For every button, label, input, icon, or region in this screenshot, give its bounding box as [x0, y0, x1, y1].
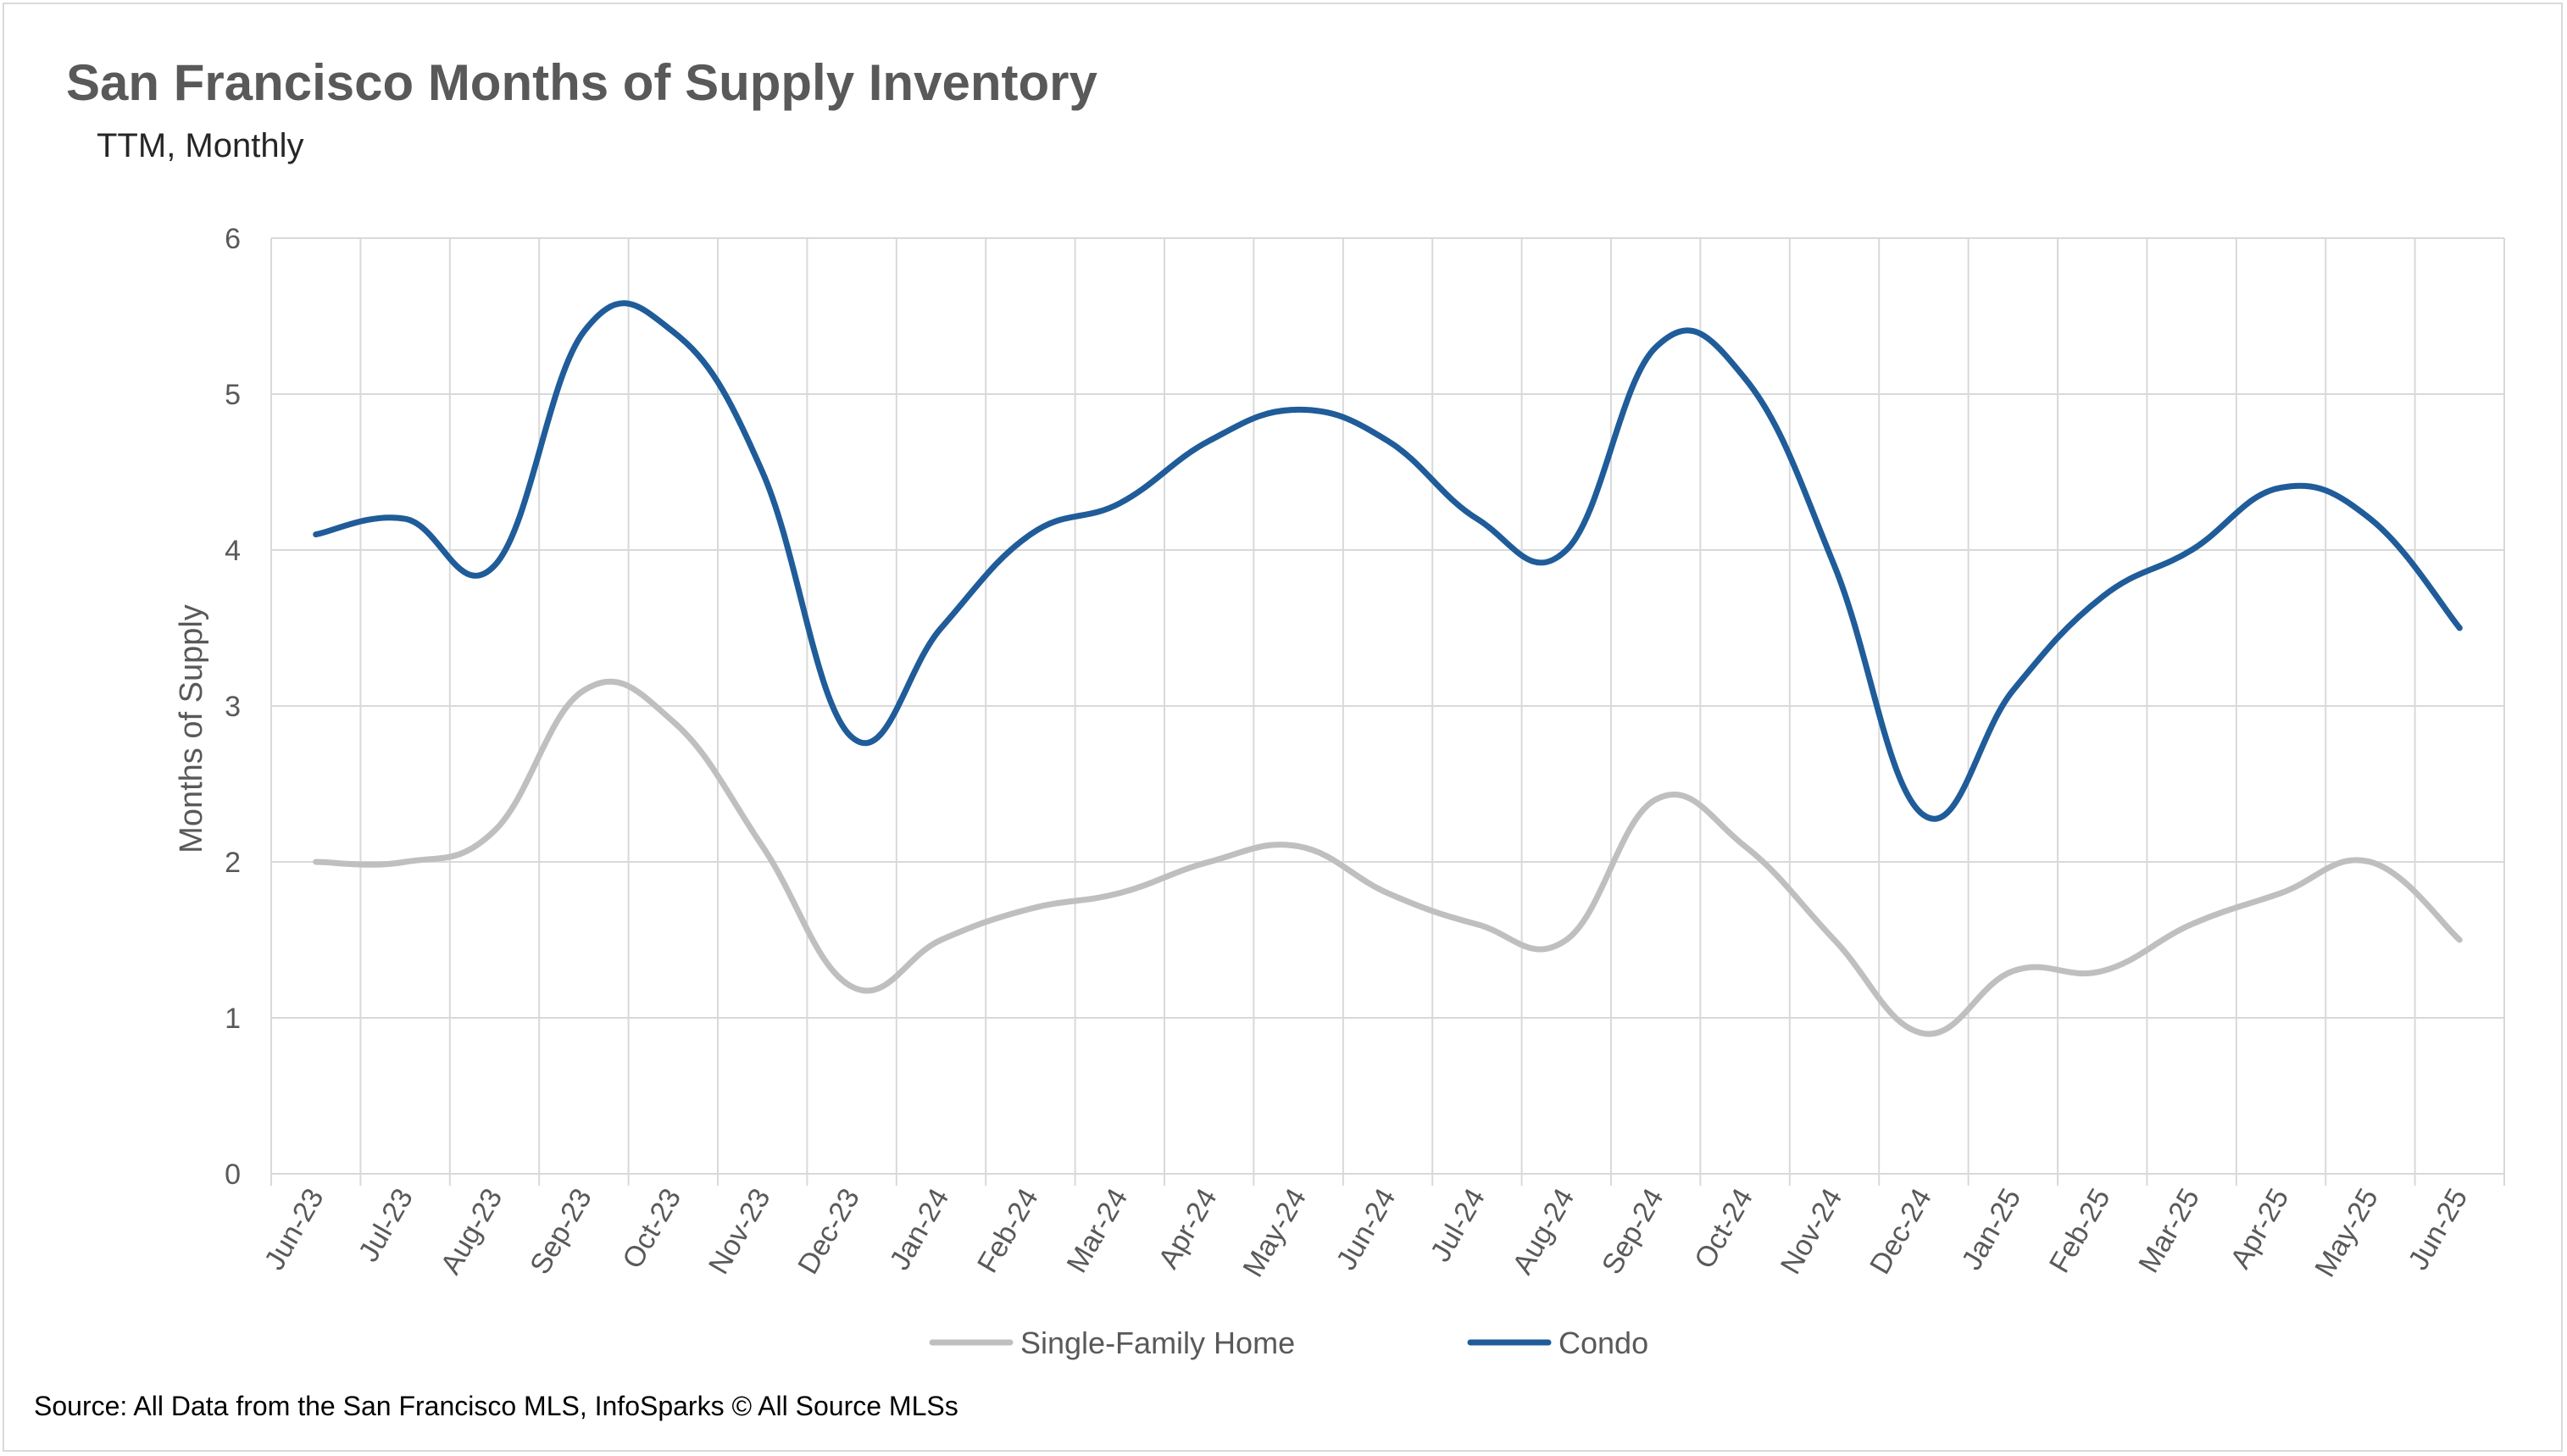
- x-tick-label-Oct-23: Oct-23: [616, 1183, 687, 1274]
- chart-subtitle: TTM, Monthly: [97, 127, 303, 164]
- x-tick-label-Sep-24: Sep-24: [1596, 1183, 1670, 1280]
- x-tick-label-Oct-24: Oct-24: [1688, 1183, 1759, 1274]
- legend-label-condo: Condo: [1559, 1325, 1648, 1360]
- grid: [270, 237, 2505, 1186]
- y-tick-label-5: 5: [225, 379, 241, 411]
- x-axis-ticks: Jun-23 Jul-23 Aug-23 Sep-23 Oct-23 Nov-23 Dec-…: [258, 1183, 2474, 1282]
- x-tick-label-May-24: May-24: [1236, 1183, 1313, 1282]
- y-tick-label-3: 3: [225, 691, 241, 723]
- series-line-condo: [313, 300, 2463, 822]
- x-tick-label-Sep-23: Sep-23: [524, 1183, 598, 1280]
- x-tick-label-Mar-25: Mar-25: [2132, 1183, 2206, 1278]
- x-tick-label-Nov-23: Nov-23: [703, 1183, 777, 1280]
- x-tick-label-Jun-23: Jun-23: [258, 1183, 331, 1275]
- x-tick-label-Mar-24: Mar-24: [1060, 1183, 1134, 1278]
- x-tick-label-Aug-23: Aug-23: [435, 1183, 509, 1280]
- chart-title: San Francisco Months of Supply Inventory: [66, 54, 1097, 111]
- chart-frame: [3, 3, 2563, 1452]
- x-tick-label-Jul-24: Jul-24: [1425, 1183, 1492, 1267]
- x-tick-label-Jul-23: Jul-23: [353, 1183, 419, 1267]
- y-axis-ticks: 0 1 2 3 4 5 6: [225, 223, 241, 1191]
- series-lines: [313, 300, 2463, 1037]
- x-tick-label-Feb-25: Feb-25: [2043, 1183, 2117, 1278]
- y-tick-label-2: 2: [225, 847, 241, 879]
- x-tick-label-Jun-24: Jun-24: [1331, 1183, 1403, 1275]
- x-tick-label-Apr-25: Apr-25: [2224, 1183, 2295, 1274]
- x-tick-label-Dec-24: Dec-24: [1864, 1183, 1938, 1280]
- x-tick-label-Jan-24: Jan-24: [884, 1183, 956, 1275]
- y-axis-label: Months of Supply: [174, 604, 209, 853]
- x-tick-label-Dec-23: Dec-23: [792, 1183, 866, 1280]
- x-tick-label-Apr-24: Apr-24: [1153, 1183, 1224, 1274]
- legend-label-single-family-home: Single-Family Home: [1020, 1325, 1295, 1360]
- x-tick-label-Nov-24: Nov-24: [1775, 1183, 1849, 1280]
- x-tick-label-Jan-25: Jan-25: [1955, 1183, 2027, 1275]
- y-tick-label-1: 1: [225, 1003, 241, 1035]
- source-note: Source: All Data from the San Francisco …: [34, 1391, 958, 1421]
- x-tick-label-Feb-24: Feb-24: [971, 1183, 1045, 1278]
- series-line-single-family-home: [313, 678, 2463, 1037]
- x-tick-label-May-25: May-25: [2309, 1183, 2385, 1282]
- legend: Single-Family Home Condo: [929, 1325, 1648, 1360]
- y-tick-label-0: 0: [225, 1159, 241, 1191]
- y-tick-label-4: 4: [225, 535, 241, 567]
- x-tick-label-Aug-24: Aug-24: [1506, 1183, 1581, 1280]
- y-tick-label-6: 6: [225, 223, 241, 255]
- x-tick-label-Jun-25: Jun-25: [2402, 1183, 2474, 1275]
